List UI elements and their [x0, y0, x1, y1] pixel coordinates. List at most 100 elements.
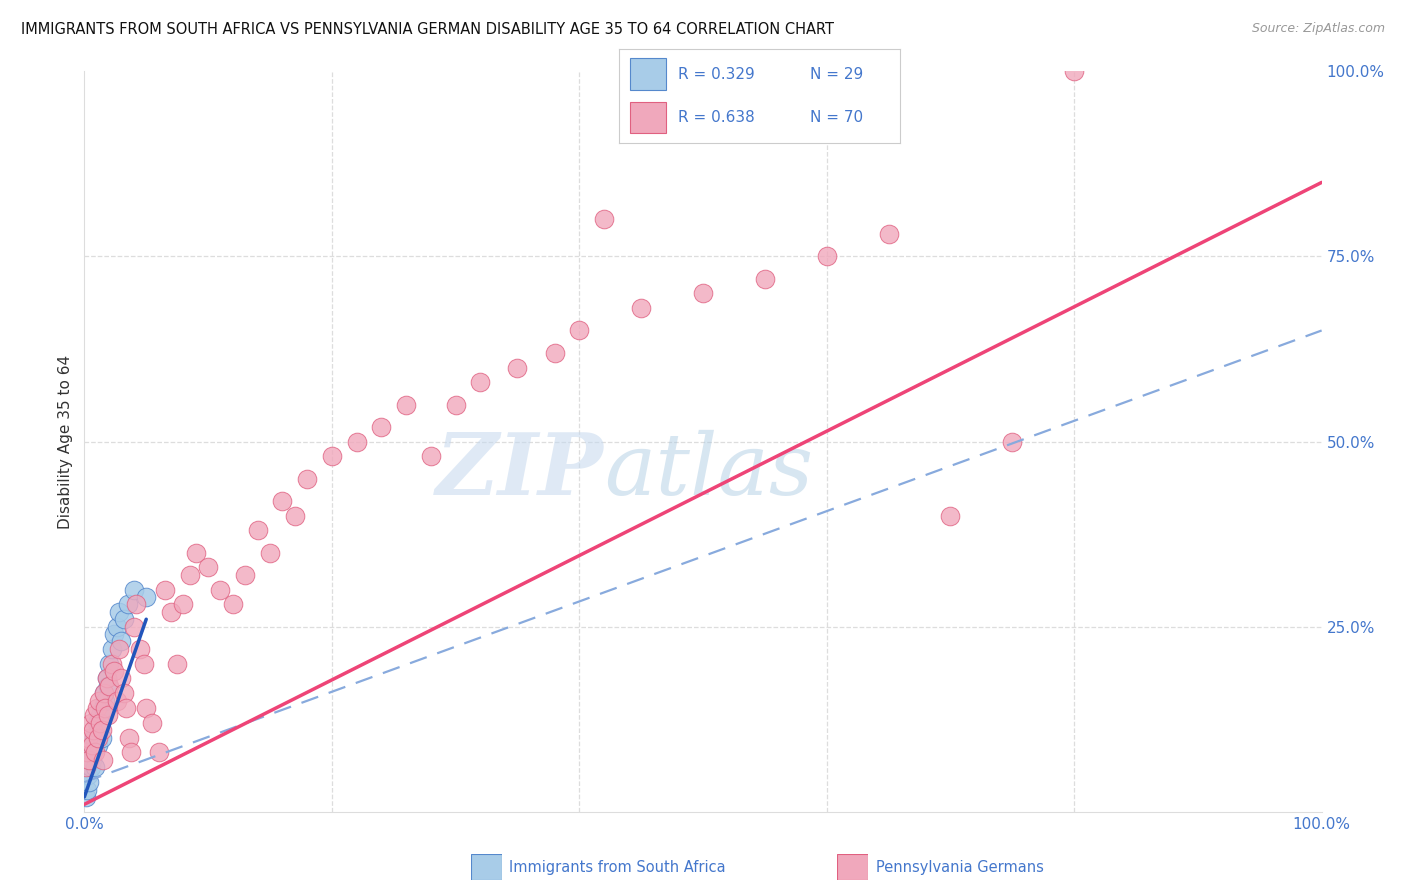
Point	[98, 657, 121, 671]
Point	[141, 715, 163, 730]
Point	[76, 782, 98, 797]
Point	[80, 738, 103, 752]
Point	[122, 619, 145, 633]
Point	[89, 694, 111, 708]
Point	[148, 746, 170, 760]
Point	[79, 760, 101, 774]
Point	[470, 376, 492, 390]
Point	[209, 582, 232, 597]
Point	[100, 657, 122, 671]
Point	[153, 582, 176, 597]
Point	[543, 345, 565, 359]
Text: N = 70: N = 70	[810, 110, 863, 125]
Point	[939, 508, 962, 523]
Point	[179, 567, 201, 582]
Point	[506, 360, 529, 375]
Point	[105, 694, 128, 708]
Point	[222, 598, 245, 612]
Point	[90, 723, 112, 738]
Point	[98, 679, 121, 693]
Text: Pennsylvania Germans: Pennsylvania Germans	[876, 861, 1043, 875]
Point	[83, 708, 105, 723]
Point	[96, 672, 118, 686]
Point	[80, 753, 103, 767]
Text: N = 29: N = 29	[810, 67, 863, 82]
Point	[108, 641, 131, 656]
Point	[184, 546, 207, 560]
Point	[135, 590, 157, 604]
Point	[692, 286, 714, 301]
Text: R = 0.329: R = 0.329	[678, 67, 755, 82]
Text: Source: ZipAtlas.com: Source: ZipAtlas.com	[1251, 22, 1385, 36]
Point	[97, 679, 120, 693]
Point	[395, 397, 418, 411]
Point	[754, 271, 776, 285]
Point	[89, 715, 111, 730]
Point	[815, 250, 838, 264]
Point	[110, 634, 132, 648]
Text: R = 0.638: R = 0.638	[678, 110, 755, 125]
Point	[284, 508, 307, 523]
Point	[110, 672, 132, 686]
Point	[118, 731, 141, 745]
Point	[86, 701, 108, 715]
Point	[135, 701, 157, 715]
Point	[83, 731, 105, 745]
Point	[112, 612, 135, 626]
Point	[444, 397, 467, 411]
Point	[75, 760, 97, 774]
Point	[87, 738, 110, 752]
Text: IMMIGRANTS FROM SOUTH AFRICA VS PENNSYLVANIA GERMAN DISABILITY AGE 35 TO 64 CORR: IMMIGRANTS FROM SOUTH AFRICA VS PENNSYLV…	[21, 22, 834, 37]
Point	[91, 701, 114, 715]
Point	[246, 524, 269, 538]
Point	[89, 723, 111, 738]
Point	[112, 686, 135, 700]
Point	[84, 746, 107, 760]
Point	[105, 619, 128, 633]
Text: Immigrants from South Africa: Immigrants from South Africa	[509, 861, 725, 875]
Point	[271, 493, 294, 508]
Point	[877, 227, 900, 242]
Text: ZIP: ZIP	[436, 429, 605, 513]
Point	[79, 775, 101, 789]
Point	[568, 324, 591, 338]
Point	[370, 419, 392, 434]
Point	[94, 701, 117, 715]
Point	[117, 598, 139, 612]
Point	[87, 731, 110, 745]
Point	[160, 605, 183, 619]
Y-axis label: Disability Age 35 to 64: Disability Age 35 to 64	[58, 354, 73, 529]
Point	[100, 641, 122, 656]
Point	[172, 598, 194, 612]
Point	[259, 546, 281, 560]
Point	[93, 686, 115, 700]
Point	[1063, 64, 1085, 78]
Point	[120, 746, 142, 760]
Point	[89, 708, 111, 723]
Point	[82, 746, 104, 760]
Point	[82, 723, 104, 738]
Bar	[630, 102, 666, 134]
Point	[321, 450, 343, 464]
Point	[122, 582, 145, 597]
Point	[630, 301, 652, 316]
Point	[346, 434, 368, 449]
Point	[419, 450, 441, 464]
Point	[132, 657, 155, 671]
Point	[84, 760, 107, 774]
Point	[77, 731, 100, 745]
Point	[295, 471, 318, 485]
Point	[96, 672, 118, 686]
Point	[108, 605, 131, 619]
Point	[125, 598, 148, 612]
Point	[91, 753, 114, 767]
Point	[94, 694, 117, 708]
Point	[75, 789, 97, 804]
Point	[233, 567, 256, 582]
Point	[76, 746, 98, 760]
Text: atlas: atlas	[605, 430, 813, 513]
Point	[166, 657, 188, 671]
Point	[129, 641, 152, 656]
Bar	[630, 59, 666, 90]
Point	[197, 560, 219, 574]
